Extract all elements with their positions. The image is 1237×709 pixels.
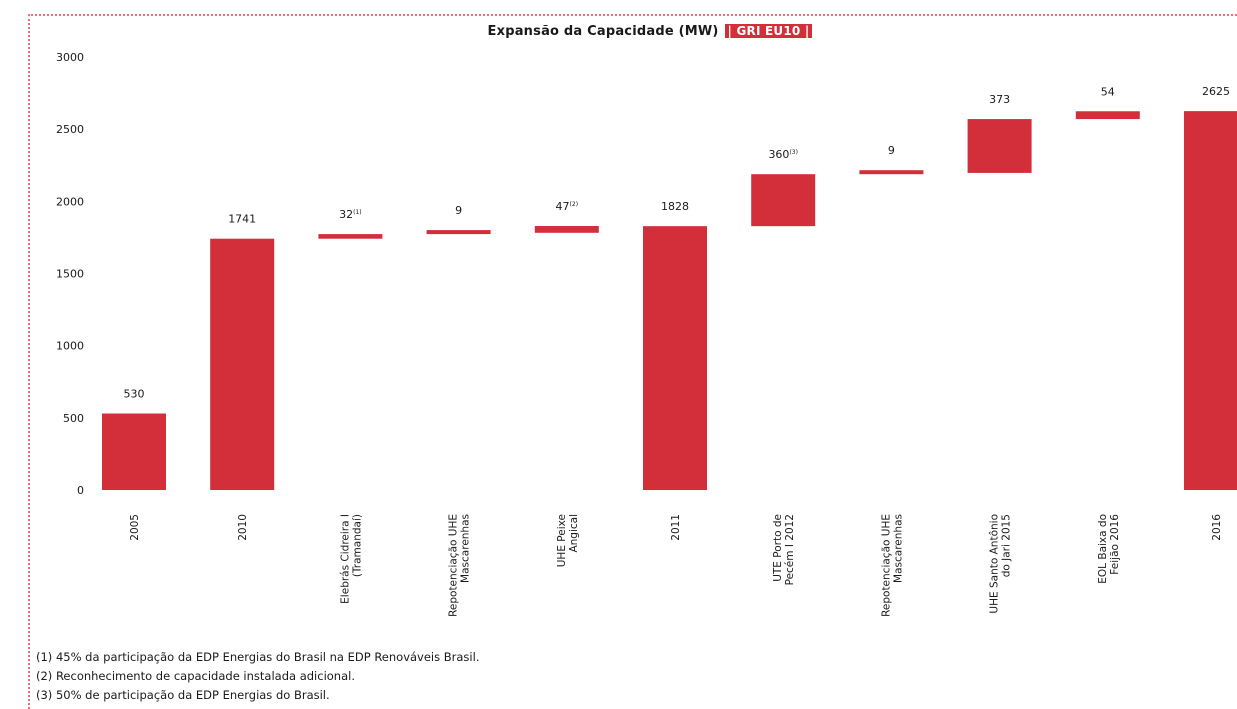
x-category-label-3-line-2: (Tramandaí) [351, 514, 363, 577]
x-category-label-9-line-2: do Jari 2015 [1001, 514, 1013, 577]
x-category-label-7-line-2: Pecém I 2012 [784, 514, 796, 585]
chart-title: Expansão da Capacidade (MW) | GRI EU10 | [0, 24, 1237, 39]
x-category-label-5-line-2: Angical [568, 514, 580, 553]
y-tick-label-2000: 2000 [56, 195, 84, 208]
frame-top-border [28, 14, 1237, 16]
data-label-5: 47(2) [556, 200, 579, 213]
footnote-1: (1) 45% da participação da EDP Energias … [36, 650, 480, 664]
x-category-label-3-line-1: Elebrás Cidreira I [339, 514, 351, 604]
y-tick-label-500: 500 [63, 412, 84, 425]
data-label-3: 32(1) [339, 208, 362, 221]
bar-5 [534, 226, 599, 233]
bar-3 [318, 234, 383, 239]
y-tick-label-1000: 1000 [56, 340, 84, 353]
x-category-label-4-line-1: Repotenciação UHE [448, 514, 460, 617]
chart-title-text: Expansão da Capacidade (MW) [487, 24, 719, 39]
gri-badge: | GRI EU10 | [724, 24, 813, 38]
frame-left-border [28, 14, 30, 709]
y-tick-label-2500: 2500 [56, 123, 84, 136]
footnotes: (1) 45% da participação da EDP Energias … [36, 648, 479, 705]
y-tick-label-0: 0 [77, 484, 84, 497]
bar-9 [967, 119, 1032, 173]
x-category-label-9-line-1: UHE Santo Antônio [989, 514, 1001, 614]
bar-1 [102, 413, 166, 490]
footnote-3: (3) 50% de participação da EDP Energias … [36, 688, 330, 702]
waterfall-chart: 0 500 1000 1500 2000 2500 3000 530 2005 1741 2010 3… [56, 51, 1237, 617]
bar-8 [859, 170, 924, 175]
data-label-9: 373 [989, 93, 1010, 106]
x-category-label-10-line-2: Feijão 2016 [1109, 514, 1121, 575]
bar-2 [210, 238, 275, 490]
data-label-1: 530 [124, 388, 145, 401]
bar-10 [1075, 111, 1140, 120]
y-tick-label-1500: 1500 [56, 268, 84, 281]
x-category-label-8-line-1: Repotenciação UHE [880, 514, 892, 617]
bar-4 [426, 230, 491, 235]
bar-7 [751, 174, 816, 227]
bar-6 [643, 226, 707, 490]
bar-11 [1184, 111, 1237, 490]
data-label-2: 1741 [228, 213, 256, 226]
y-tick-label-3000: 3000 [56, 51, 84, 64]
data-label-4: 9 [455, 204, 462, 217]
x-category-label-2-line-1: 2010 [237, 514, 249, 541]
x-category-label-6-line-1: 2011 [670, 514, 682, 541]
x-category-label-7-line-1: UTE Porto de [772, 514, 784, 582]
x-category-label-5-line-1: UHE Peixe [556, 514, 568, 567]
data-label-7: 360(3) [768, 148, 798, 161]
x-category-label-11-line-1: 2016 [1211, 514, 1223, 541]
data-label-10: 54 [1101, 85, 1115, 98]
x-category-label-1-line-1: 2005 [129, 514, 141, 541]
x-category-label-8-line-2: Mascarenhas [892, 514, 904, 583]
footnote-2: (2) Reconhecimento de capacidade instala… [36, 669, 355, 683]
data-label-11: 2625 [1202, 85, 1230, 98]
data-label-6: 1828 [661, 200, 689, 213]
data-label-8: 9 [888, 144, 895, 157]
x-category-label-10-line-1: EOL Baixa do [1097, 514, 1109, 584]
x-category-label-4-line-2: Mascarenhas [460, 514, 472, 583]
